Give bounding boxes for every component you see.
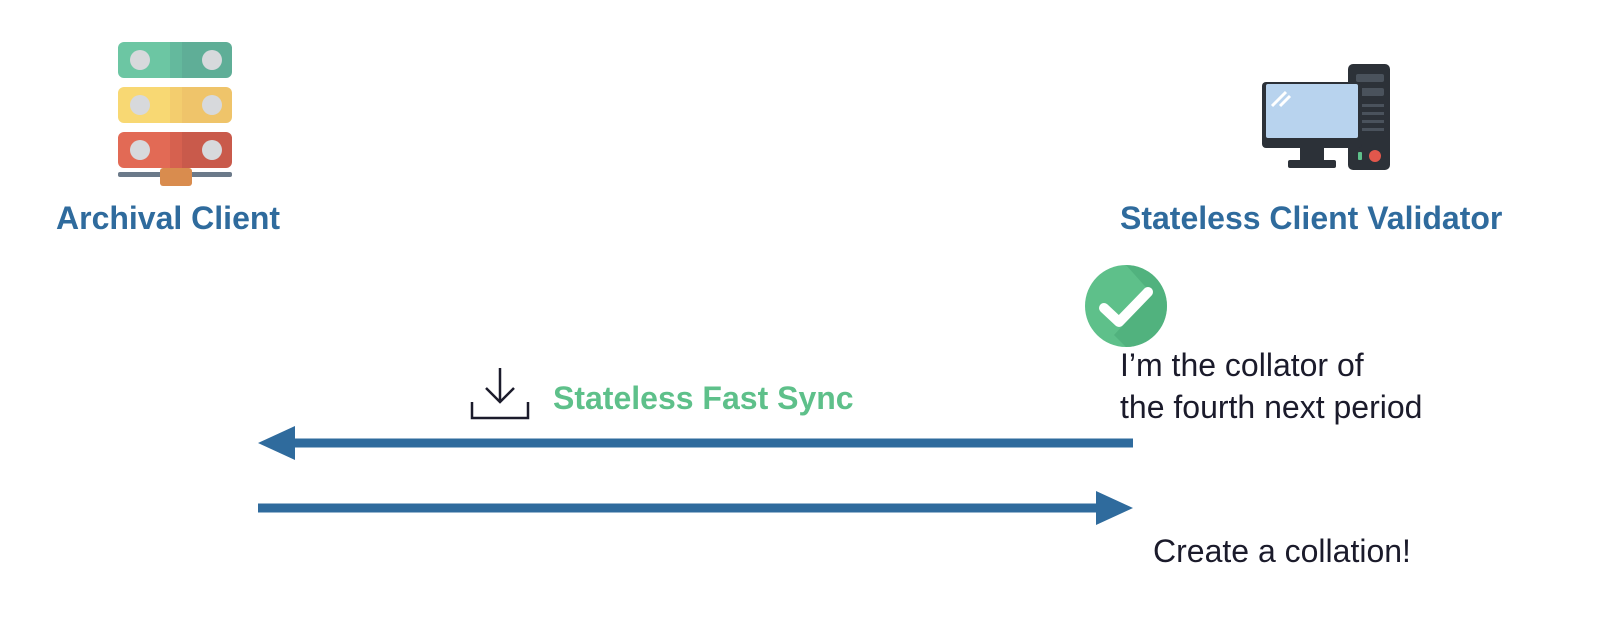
sync-arrow-left (258, 426, 1133, 460)
collator-note-line2: the fourth next period (1120, 389, 1423, 425)
server-stack-icon (118, 42, 232, 186)
stateless-fast-sync-label: Stateless Fast Sync (553, 380, 854, 416)
checkmark-circle-icon (1085, 265, 1167, 347)
archival-client-label: Archival Client (56, 200, 281, 236)
desktop-computer-icon (1262, 64, 1390, 170)
collator-note: I’m the collator of the fourth next peri… (1120, 344, 1422, 428)
create-arrow-right (258, 491, 1133, 525)
download-icon (470, 368, 530, 420)
create-collation-label: Create a collation! (1153, 533, 1411, 569)
stateless-validator-label: Stateless Client Validator (1120, 200, 1503, 236)
collator-note-line1: I’m the collator of (1120, 347, 1364, 383)
